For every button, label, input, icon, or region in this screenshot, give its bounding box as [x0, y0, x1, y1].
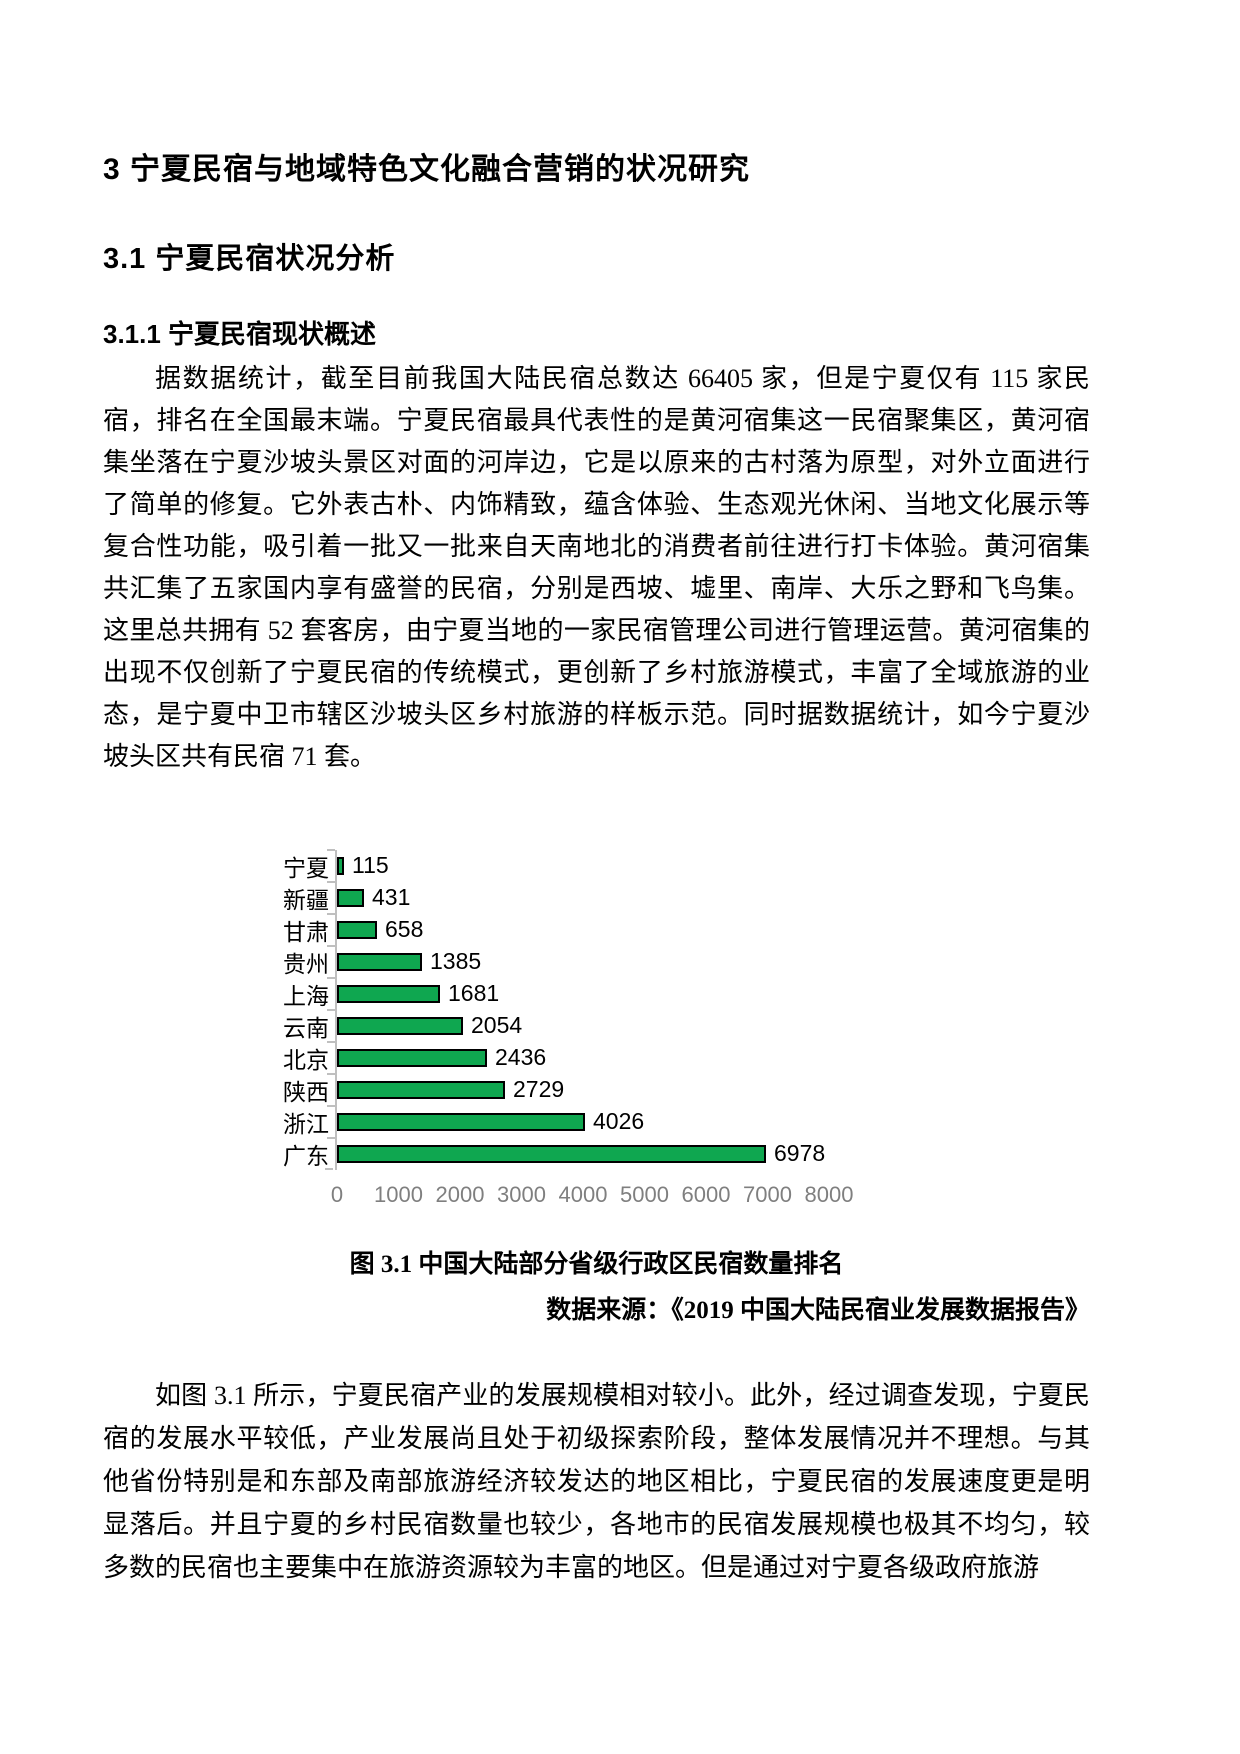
- chart-axis-tick-label: 2000: [435, 1181, 485, 1207]
- chart-value-label: 2054: [471, 1012, 523, 1039]
- chart-row: 浙江 4026: [103, 1104, 1090, 1138]
- chart-axis-tick-label: 3000: [497, 1181, 546, 1207]
- section-heading: 3 宁夏民宿与地域特色文化融合营销的状况研究: [103, 153, 751, 186]
- chart-axis-tick-label: 8000: [804, 1181, 854, 1207]
- chart-bar: [337, 1112, 585, 1131]
- chart-row: 上海 1681: [103, 976, 1090, 1010]
- chart-row: 甘肃 658: [103, 912, 1090, 946]
- chart-bar: [337, 1080, 505, 1099]
- chart-value-label: 4026: [593, 1108, 645, 1135]
- figure-caption: 图 3.1 中国大陆部分省级行政区民宿数量排名: [349, 1250, 844, 1278]
- chart-bar: [337, 1144, 766, 1163]
- chart-category-label: 甘肃: [283, 918, 329, 945]
- chart-value-label: 6978: [774, 1140, 826, 1167]
- chart-category-label: 贵州: [283, 950, 329, 977]
- chart-category-label: 云南: [283, 1014, 329, 1041]
- chart-row: 云南 2054: [103, 1008, 1090, 1042]
- chart-bar-area: 6978: [327, 1136, 1090, 1170]
- chart-category-label: 浙江: [283, 1110, 329, 1137]
- chart-axis-tick-label: 0: [330, 1181, 344, 1207]
- chart-bar-area: 2436: [327, 1040, 1090, 1074]
- chart-rows: 宁夏 115 新疆 431 甘肃 658 贵州 1385 上海 1681 云南 2054 北京 2436 陕…: [103, 848, 1090, 1170]
- chart-value-label: 115: [352, 852, 389, 879]
- chart-bar-area: 2729: [327, 1072, 1090, 1106]
- chart-bar: [337, 856, 344, 875]
- subsubsection-heading: 3.1.1 宁夏民宿现状概述: [103, 319, 377, 350]
- chart-axis-tick-label: 7000: [743, 1181, 792, 1207]
- chart-category-label: 新疆: [283, 886, 329, 913]
- chart-row: 新疆 431: [103, 880, 1090, 914]
- chart-bar: [337, 984, 440, 1003]
- body-paragraph-2: 如图 3.1 所示，宁夏民宿产业的发展规模相对较小。此外，经过调查发现，宁夏民宿…: [103, 1380, 1090, 1582]
- bar-chart: 宁夏 115 新疆 431 甘肃 658 贵州 1385 上海 1681 云南 2054 北京 2436 陕…: [103, 848, 1090, 1210]
- chart-bar-area: 658: [327, 912, 1090, 946]
- chart-category-label: 宁夏: [283, 854, 329, 881]
- chart-value-label: 2729: [513, 1076, 565, 1103]
- chart-row: 广东 6978: [103, 1136, 1090, 1170]
- chart-bar: [337, 952, 422, 971]
- chart-category-label: 广东: [283, 1142, 329, 1169]
- chart-bar-area: 431: [327, 880, 1090, 914]
- figure-3-1: 宁夏 115 新疆 431 甘肃 658 贵州 1385 上海 1681 云南 2054 北京 2436 陕…: [103, 848, 1090, 1326]
- subsection-heading: 3.1 宁夏民宿状况分析: [103, 242, 396, 275]
- chart-value-label: 658: [385, 916, 424, 943]
- chart-bar-area: 2054: [327, 1008, 1090, 1042]
- chart-axis-tick-label: 4000: [558, 1181, 608, 1207]
- chart-bar-area: 4026: [327, 1104, 1090, 1138]
- chart-bar: [337, 920, 377, 939]
- chart-axis-tick-label: 1000: [374, 1181, 423, 1207]
- chart-axis-tick-label: 6000: [681, 1181, 731, 1207]
- chart-row: 宁夏 115: [103, 848, 1090, 882]
- chart-value-label: 431: [372, 884, 411, 911]
- chart-bar-area: 115: [327, 848, 1090, 882]
- chart-category-label: 上海: [283, 982, 329, 1009]
- figure-source: 数据来源：《2019 中国大陆民宿业发展数据报告》: [546, 1296, 1090, 1324]
- chart-bar-area: 1385: [327, 944, 1090, 978]
- chart-value-label: 2436: [495, 1044, 547, 1071]
- body-paragraph-1: 据数据统计，截至目前我国大陆民宿总数达 66405 家，但是宁夏仅有 115 家…: [103, 363, 1090, 771]
- chart-bar: [337, 1048, 487, 1067]
- chart-axis-tick-label: 5000: [620, 1181, 669, 1207]
- chart-bar-area: 1681: [327, 976, 1090, 1010]
- chart-bar: [337, 888, 364, 907]
- chart-row: 贵州 1385: [103, 944, 1090, 978]
- chart-value-label: 1385: [430, 948, 482, 975]
- chart-row: 陕西 2729: [103, 1072, 1090, 1106]
- chart-category-label: 北京: [283, 1046, 329, 1073]
- chart-value-label: 1681: [448, 980, 500, 1007]
- chart-category-label: 陕西: [283, 1078, 329, 1105]
- chart-bar: [337, 1016, 463, 1035]
- chart-x-axis: 0 1000 2000 3000 4000 5000 6000 7000 8000: [331, 1181, 1090, 1210]
- chart-row: 北京 2436: [103, 1040, 1090, 1074]
